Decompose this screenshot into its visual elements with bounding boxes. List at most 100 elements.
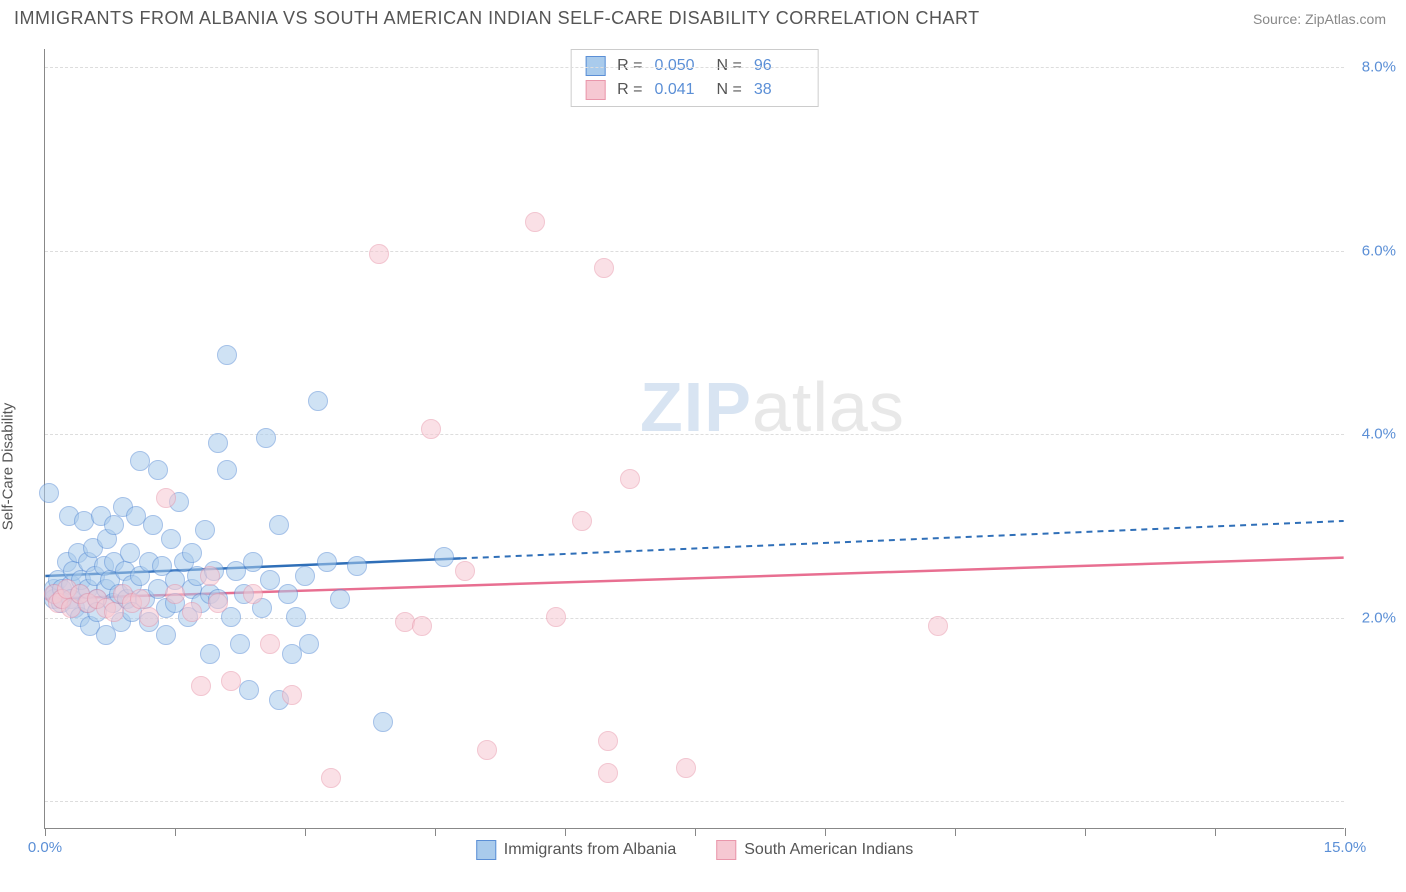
scatter-point [256, 428, 276, 448]
scatter-point [200, 566, 220, 586]
legend-swatch [585, 80, 605, 100]
bottom-legend-item: South American Indians [716, 840, 913, 860]
gridline [45, 67, 1344, 68]
y-tick-label: 2.0% [1362, 609, 1396, 626]
x-tick-label: 0.0% [28, 839, 62, 856]
stat-n-label: N = [717, 81, 742, 99]
bottom-legend-item: Immigrants from Albania [476, 840, 677, 860]
legend-label: Immigrants from Albania [504, 841, 677, 859]
scatter-point [269, 515, 289, 535]
stats-legend: R =0.050N =96 R = 0.041 N = 38 [570, 49, 819, 107]
scatter-point [221, 671, 241, 691]
legend-swatch [476, 840, 496, 860]
stat-n-value: 96 [754, 57, 804, 75]
scatter-point [598, 763, 618, 783]
stat-r-label: R = [617, 81, 642, 99]
scatter-point [143, 515, 163, 535]
x-tick [1215, 828, 1216, 836]
stat-r-value: 0.050 [655, 57, 705, 75]
scatter-point [598, 731, 618, 751]
scatter-point [928, 616, 948, 636]
scatter-point [278, 584, 298, 604]
scatter-point [286, 607, 306, 627]
stat-r-value: 0.041 [655, 81, 705, 99]
scatter-point [477, 740, 497, 760]
chart-header: IMMIGRANTS FROM ALBANIA VS SOUTH AMERICA… [0, 0, 1406, 33]
legend-swatch [585, 56, 605, 76]
scatter-point [299, 634, 319, 654]
trend-lines-svg [45, 49, 1344, 828]
scatter-point [260, 570, 280, 590]
scatter-point [308, 391, 328, 411]
scatter-point [139, 607, 159, 627]
scatter-point [330, 589, 350, 609]
scatter-point [594, 258, 614, 278]
scatter-point [421, 419, 441, 439]
gridline [45, 434, 1344, 435]
scatter-point [295, 566, 315, 586]
bottom-legend: Immigrants from Albania South American In… [476, 840, 914, 860]
scatter-point [156, 488, 176, 508]
stat-n-value: 38 [754, 81, 804, 99]
scatter-point [191, 676, 211, 696]
scatter-point [161, 529, 181, 549]
scatter-point [39, 483, 59, 503]
stats-legend-row: R = 0.041 N = 38 [585, 78, 804, 102]
scatter-point [195, 520, 215, 540]
scatter-point [676, 758, 696, 778]
scatter-point [148, 460, 168, 480]
scatter-point [317, 552, 337, 572]
stats-legend-row: R =0.050N =96 [585, 54, 804, 78]
x-tick [695, 828, 696, 836]
chart-container: Self-Care Disability ZIPatlas R =0.050N … [0, 33, 1406, 883]
scatter-point [208, 593, 228, 613]
scatter-point [373, 712, 393, 732]
scatter-point [243, 552, 263, 572]
scatter-point [104, 515, 124, 535]
scatter-point [620, 469, 640, 489]
gridline [45, 251, 1344, 252]
source-label: Source: ZipAtlas.com [1253, 11, 1386, 27]
x-tick [305, 828, 306, 836]
scatter-point [182, 602, 202, 622]
scatter-point [260, 634, 280, 654]
scatter-point [200, 644, 220, 664]
scatter-point [120, 543, 140, 563]
scatter-point [546, 607, 566, 627]
chart-title: IMMIGRANTS FROM ALBANIA VS SOUTH AMERICA… [14, 8, 980, 29]
scatter-point [217, 460, 237, 480]
scatter-point [208, 433, 228, 453]
y-tick-label: 6.0% [1362, 242, 1396, 259]
y-axis-label: Self-Care Disability [0, 403, 17, 531]
x-tick [955, 828, 956, 836]
y-tick-label: 8.0% [1362, 59, 1396, 76]
scatter-point [217, 345, 237, 365]
scatter-point [130, 589, 150, 609]
x-tick [565, 828, 566, 836]
scatter-point [434, 547, 454, 567]
plot-area: ZIPatlas R =0.050N =96R =0.041N =38 Immi… [44, 49, 1344, 829]
scatter-point [321, 768, 341, 788]
scatter-point [347, 556, 367, 576]
scatter-point [243, 584, 263, 604]
scatter-point [182, 543, 202, 563]
x-tick [45, 828, 46, 836]
scatter-point [96, 625, 116, 645]
scatter-point [239, 680, 259, 700]
scatter-point [156, 625, 176, 645]
x-tick [1085, 828, 1086, 836]
x-tick [435, 828, 436, 836]
scatter-point [165, 584, 185, 604]
gridline [45, 801, 1344, 802]
scatter-point [455, 561, 475, 581]
legend-label: South American Indians [744, 841, 913, 859]
scatter-point [282, 685, 302, 705]
x-tick-label: 15.0% [1324, 839, 1367, 856]
scatter-point [572, 511, 592, 531]
x-tick [825, 828, 826, 836]
x-tick [1345, 828, 1346, 836]
x-tick [175, 828, 176, 836]
y-tick-label: 4.0% [1362, 426, 1396, 443]
scatter-point [412, 616, 432, 636]
scatter-point [369, 244, 389, 264]
